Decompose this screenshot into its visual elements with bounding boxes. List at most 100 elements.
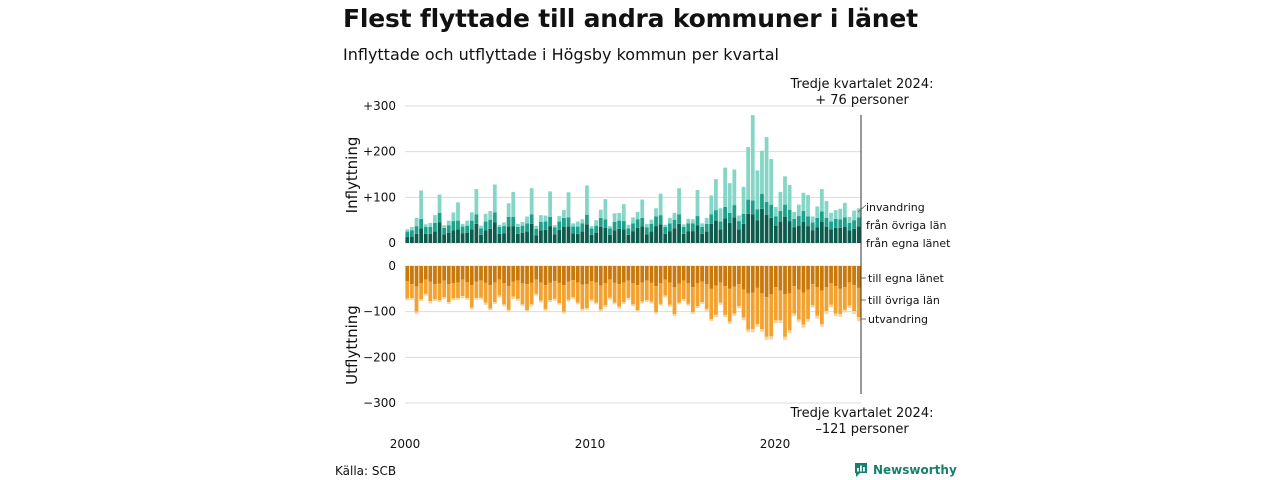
bar-out-other <box>755 287 760 324</box>
bar-out-other <box>718 282 723 303</box>
bar-out-own <box>737 266 741 285</box>
bar-in-other <box>746 199 751 214</box>
bar-in-own <box>755 220 760 243</box>
bar-in-other <box>737 221 741 230</box>
bar-out-emig <box>479 297 483 300</box>
bar-out-emig <box>644 300 649 303</box>
bar-in-immig <box>474 189 479 215</box>
bar-out-emig <box>566 299 571 302</box>
bar-in-own <box>571 233 576 243</box>
bar-out-own <box>778 266 783 291</box>
bar-in-own <box>801 221 806 243</box>
bar-out-own <box>704 266 709 285</box>
bar-out-emig <box>612 302 617 305</box>
bar-in-other <box>525 223 529 232</box>
bar-out-other <box>589 281 594 300</box>
bar-in-own <box>667 231 672 243</box>
bar-in-immig <box>695 190 700 217</box>
bar-out-emig <box>842 309 847 313</box>
bar-out-other <box>644 280 649 301</box>
series-label-in: invandring <box>866 201 925 214</box>
bar-in-own <box>819 221 824 243</box>
bar-in-own <box>718 229 723 243</box>
bar-out-emig <box>405 298 410 301</box>
bar-in-immig <box>654 208 658 217</box>
bar-out-own <box>442 266 447 281</box>
bar-in-own <box>810 230 815 243</box>
bar-in-immig <box>746 147 751 200</box>
bar-out-emig <box>667 304 672 307</box>
bar-out-own <box>714 266 718 286</box>
bar-out-other <box>566 281 571 300</box>
bar-in-immig <box>469 212 474 221</box>
bar-in-other <box>428 227 433 234</box>
bar-out-emig <box>511 296 516 299</box>
bar-in-immig <box>677 188 681 215</box>
bar-out-own <box>755 266 760 288</box>
bar-in-other <box>635 219 640 228</box>
bar-out-own <box>718 266 723 283</box>
bar-out-other <box>631 283 635 305</box>
bar-in-immig <box>852 210 856 221</box>
bar-in-other <box>847 222 852 231</box>
bar-in-own <box>543 229 548 243</box>
bar-in-other <box>617 220 622 229</box>
bar-out-emig <box>829 304 833 308</box>
bar-out-own <box>621 266 626 283</box>
bar-in-immig <box>405 229 410 232</box>
bar-out-own <box>727 266 732 289</box>
bar-in-other <box>575 226 580 234</box>
bar-in-other <box>640 217 645 227</box>
bar-out-own <box>672 266 677 288</box>
bar-in-immig <box>842 202 847 218</box>
bar-out-emig <box>631 304 635 307</box>
bar-out-emig <box>428 301 433 304</box>
bar-in-other <box>773 216 778 226</box>
bar-out-own <box>829 266 833 284</box>
bar-out-other <box>806 289 810 319</box>
bar-out-emig <box>608 297 612 300</box>
bar-out-own <box>511 266 516 282</box>
bar-out-own <box>787 266 792 294</box>
bar-out-own <box>635 266 640 286</box>
bar-in-other <box>598 217 603 228</box>
bar-in-immig <box>792 211 797 219</box>
bar-in-own <box>695 225 700 243</box>
bar-in-other <box>718 221 723 230</box>
bar-in-immig <box>585 185 589 215</box>
bar-in-immig <box>764 137 769 202</box>
bar-out-own <box>598 266 603 286</box>
bar-in-other <box>686 223 691 232</box>
bar-out-own <box>552 266 557 282</box>
annotation-top-line1: Tredje kvartalet 2024: <box>790 77 934 92</box>
bar-in-immig <box>644 223 649 228</box>
bar-out-own <box>446 266 451 285</box>
bar-out-emig <box>852 311 856 314</box>
bar-in-own <box>709 223 714 243</box>
bar-in-own <box>750 214 755 243</box>
bar-in-own <box>769 217 774 243</box>
bar-out-own <box>548 266 552 283</box>
bar-in-own <box>635 227 640 243</box>
bar-out-own <box>451 266 456 284</box>
bar-out-emig <box>672 313 677 317</box>
bar-out-emig <box>538 300 543 303</box>
bar-out-other <box>778 290 783 321</box>
bar-out-emig <box>525 310 529 313</box>
bar-out-other <box>750 292 755 330</box>
series-label-in: från egna länet <box>866 237 951 250</box>
bar-out-emig <box>750 329 755 333</box>
bar-out-own <box>492 266 497 283</box>
bar-in-own <box>603 227 608 243</box>
bar-out-other <box>681 280 686 300</box>
bar-in-immig <box>700 223 704 228</box>
bar-in-other <box>714 210 718 221</box>
bar-out-emig <box>626 297 631 300</box>
bar-out-other <box>479 280 483 298</box>
bar-in-other <box>502 226 506 234</box>
bar-out-own <box>456 266 460 283</box>
bar-out-other <box>492 282 497 303</box>
bar-out-other <box>714 285 718 315</box>
bar-out-emig <box>433 299 437 302</box>
bar-in-own <box>621 229 626 243</box>
